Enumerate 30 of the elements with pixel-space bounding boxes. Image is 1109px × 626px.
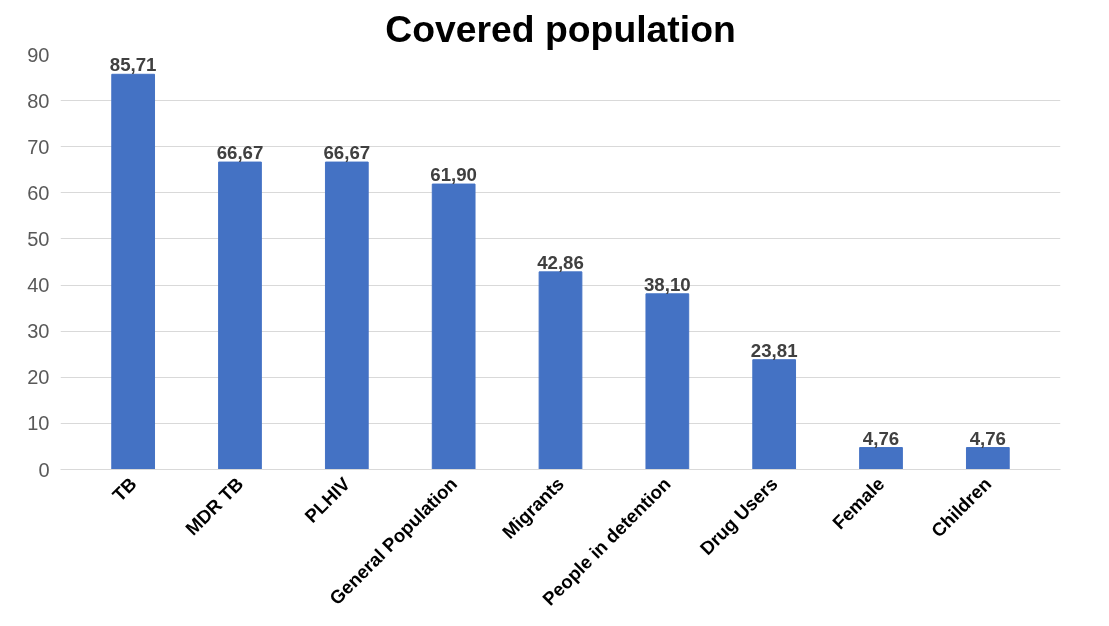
bar: [965, 447, 1010, 470]
data-label: 4,76: [862, 427, 900, 449]
y-tick-label: 50: [27, 227, 50, 250]
bar: [538, 271, 583, 470]
data-label: 23,81: [750, 339, 798, 361]
bar: [752, 359, 797, 470]
data-label: 61,90: [430, 164, 478, 186]
y-tick-label: 20: [27, 366, 50, 389]
data-label: 4,76: [969, 427, 1007, 449]
bar: [111, 73, 156, 470]
x-tick-label: TB: [108, 473, 141, 506]
bar: [324, 161, 369, 470]
data-label: 38,10: [643, 273, 691, 295]
y-tick-label: 70: [27, 135, 50, 158]
chart-title: Covered population: [385, 7, 736, 50]
bar: [859, 447, 903, 470]
y-tick-label: 60: [27, 181, 50, 204]
data-label: 66,67: [323, 142, 371, 164]
bar: [218, 161, 262, 470]
data-label: 66,67: [216, 142, 264, 164]
y-tick-label: 90: [27, 43, 50, 66]
data-label: 42,86: [537, 251, 584, 273]
y-tick-label: 40: [27, 274, 50, 297]
y-tick-label: 10: [27, 412, 50, 435]
data-label: 85,71: [109, 54, 157, 76]
y-tick-label: 80: [27, 89, 50, 112]
bar: [645, 293, 690, 470]
y-tick-label: 30: [27, 320, 50, 343]
y-tick-label: 0: [38, 458, 50, 481]
bar: [431, 183, 476, 470]
